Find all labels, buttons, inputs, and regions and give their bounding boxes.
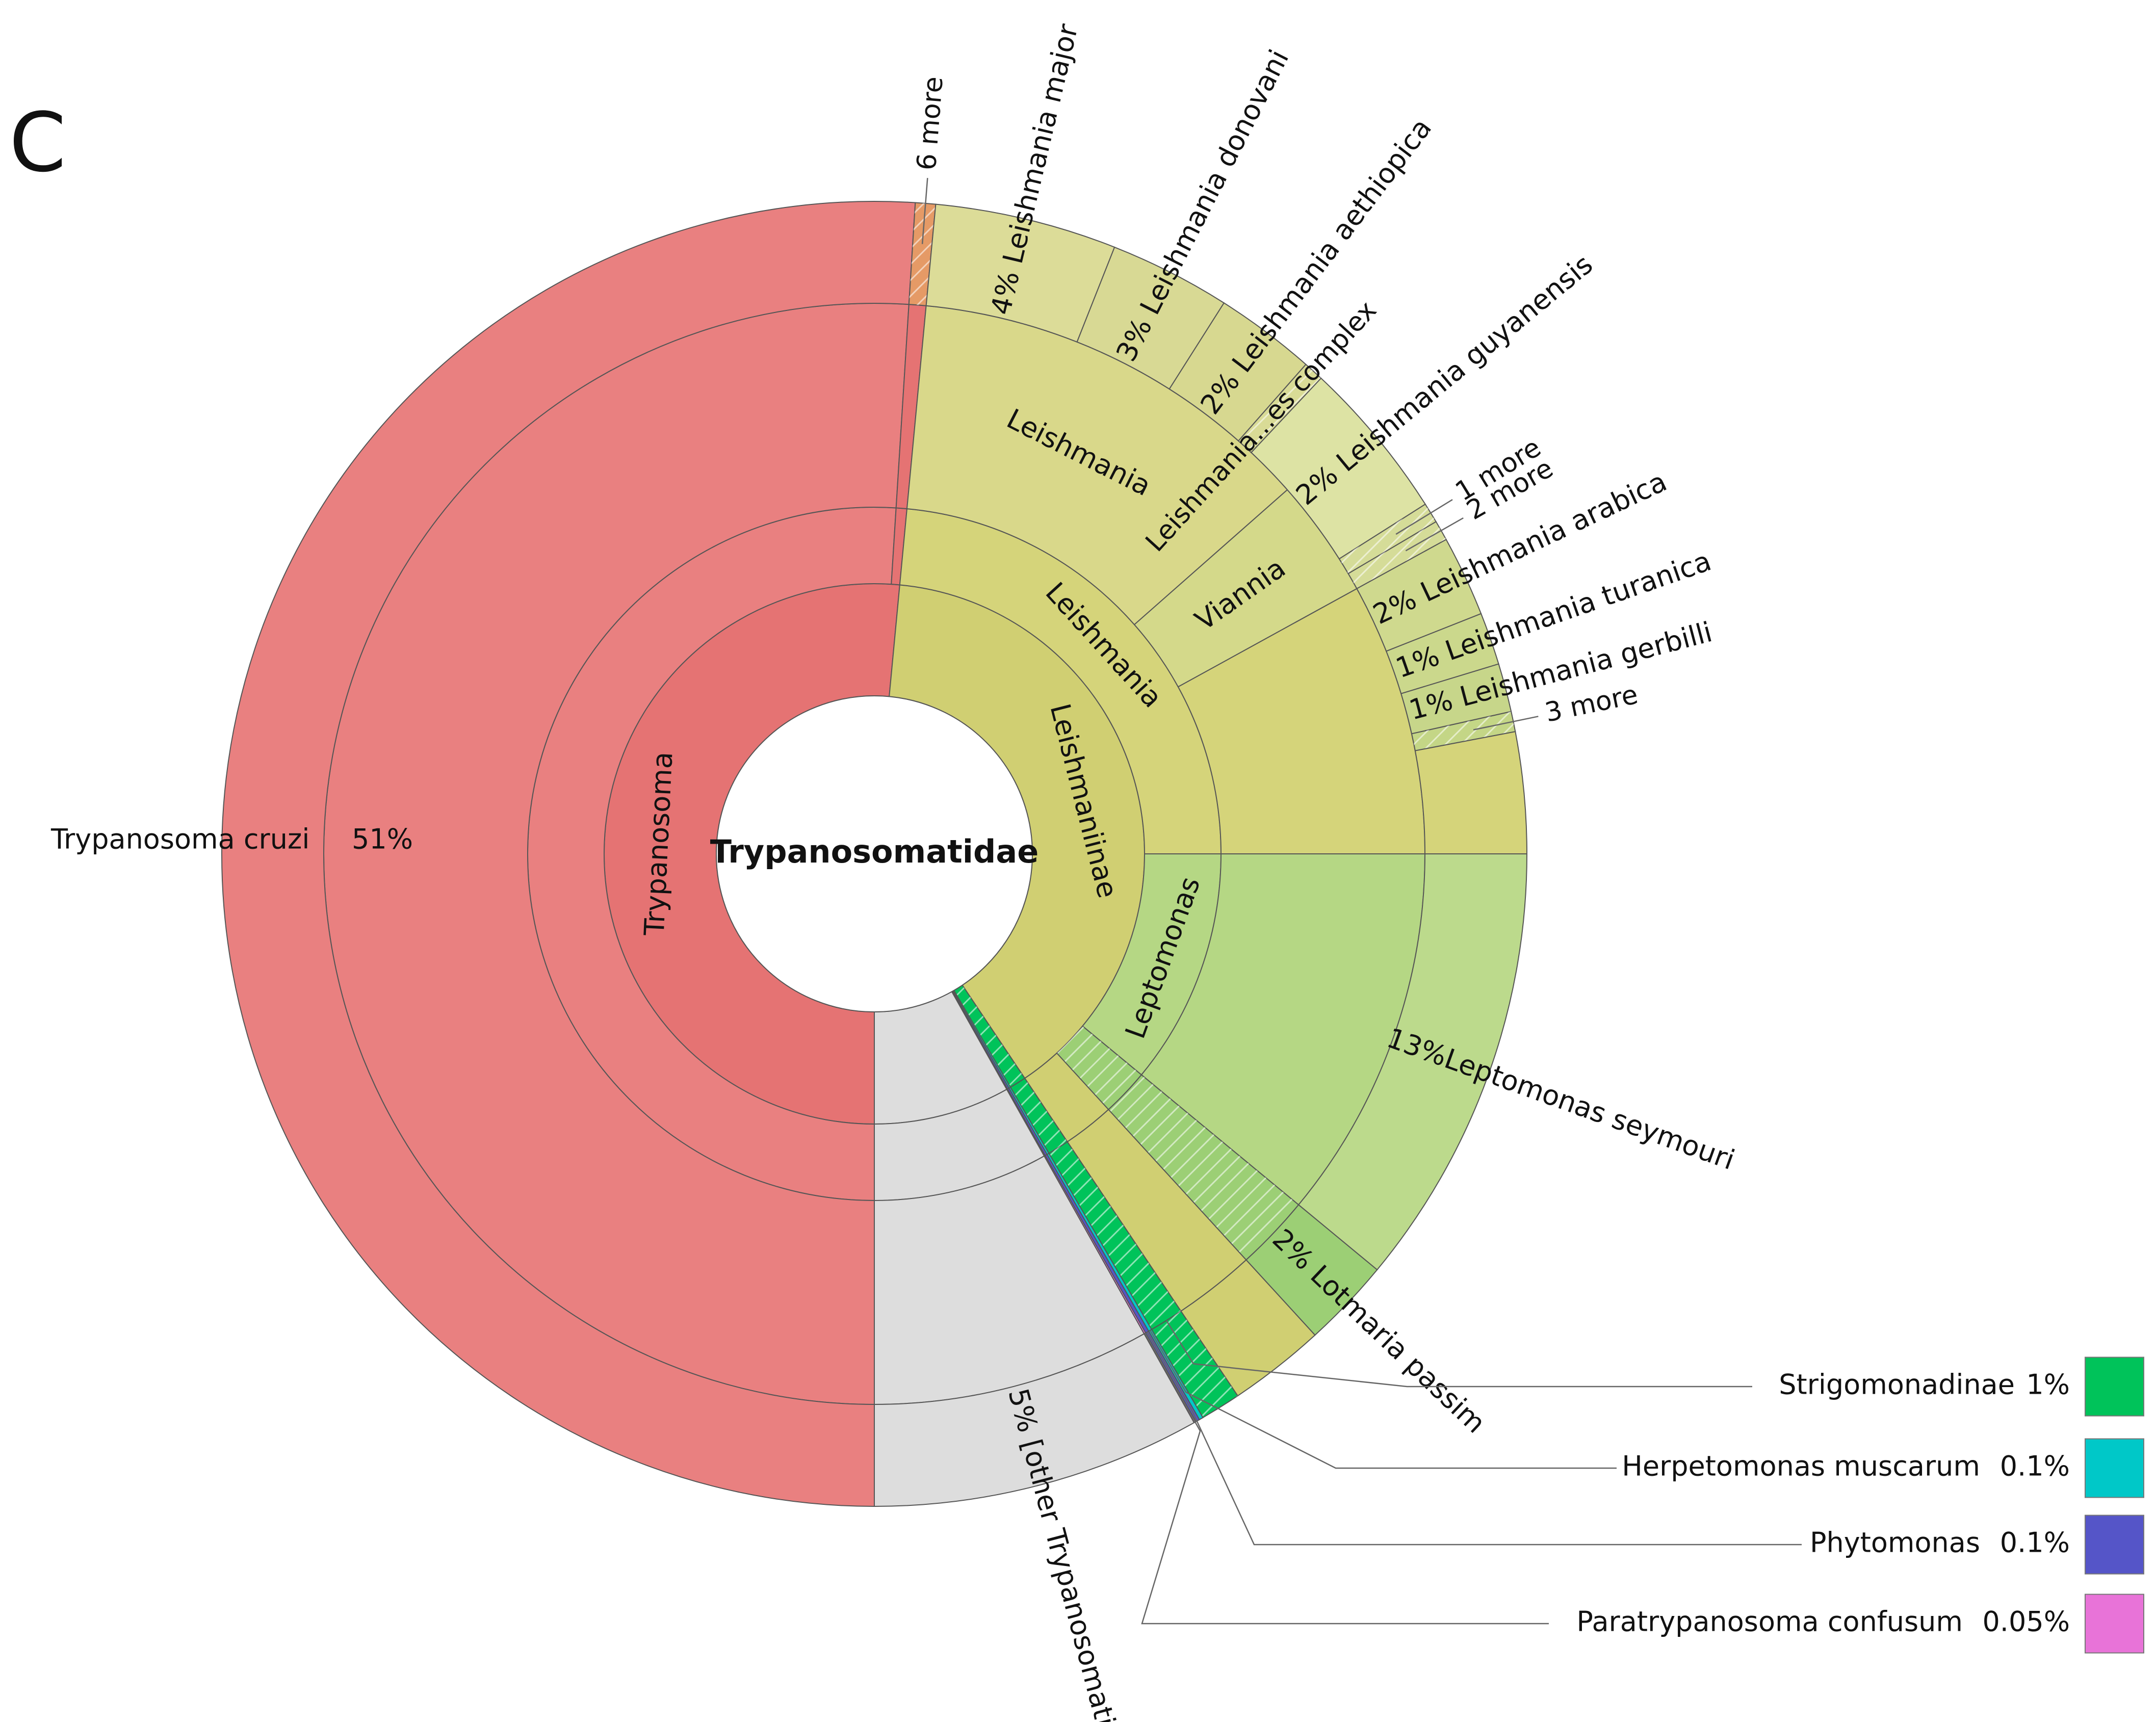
legend-name-paratrypanosoma-confusum: Paratrypanosoma confusum bbox=[1576, 1606, 1963, 1638]
more-label-6-more: 6 more bbox=[912, 75, 949, 171]
wedge-hatch-3-more bbox=[1411, 711, 1516, 751]
wedge-leishmania-remainder-level-4[interactable] bbox=[1414, 730, 1528, 854]
leader-2-more bbox=[1405, 517, 1464, 552]
wedge-hatch-strigomonadinae bbox=[954, 985, 1025, 1087]
legend-name-herpetomonas-muscarum: Herpetomonas muscarum bbox=[1622, 1450, 1980, 1482]
leader-6-more bbox=[921, 178, 928, 244]
center-hole bbox=[716, 695, 1033, 1012]
wedge-label-lotmaria-passim: Lotmaria passim bbox=[1304, 1259, 1492, 1439]
wedge-hatch-2-more bbox=[1348, 521, 1446, 589]
legend-pct-paratrypanosoma-confusum: 0.05% bbox=[1982, 1606, 2070, 1638]
wedge-trypanosoma-cruzi-level-4[interactable] bbox=[221, 201, 916, 1507]
wedge-label-trypanosoma-cruzi: Trypanosoma cruzi bbox=[50, 823, 309, 855]
wedge-label-leishmania-donovani: Leishmania donovani bbox=[1134, 44, 1295, 320]
wedge-hatch-leishmania-es-complex bbox=[1238, 364, 1321, 453]
legend-pct-phytomonas: 0.1% bbox=[2000, 1527, 2070, 1559]
leader-1-more bbox=[1395, 499, 1453, 535]
legend-swatch-paratrypanosoma-confusum[interactable] bbox=[2085, 1594, 2144, 1654]
wedge-hatch-strigomonadinae bbox=[1049, 1141, 1181, 1330]
legend-pct-strigomonadinae: 1% bbox=[2026, 1369, 2070, 1401]
wedge-other-trypanosomatidae-level-4[interactable] bbox=[874, 1333, 1195, 1507]
legend-pct-herpetomonas-muscarum: 0.1% bbox=[2000, 1450, 2070, 1482]
wedge-hatch-lotmaria bbox=[1108, 1075, 1299, 1260]
center-group: Trypanosomatidae bbox=[710, 695, 1039, 1012]
wedge-hatch-6-more bbox=[908, 202, 936, 306]
center-label: Trypanosomatidae bbox=[710, 833, 1039, 870]
wedge-label-leishmania-guyanensis: Leishmania guyanensis bbox=[1330, 248, 1599, 478]
wedge-hatch-strigomonadinae bbox=[1010, 1078, 1068, 1154]
legend-leader-paratrypanosoma-confusum bbox=[1141, 1333, 1549, 1625]
legend-name-strigomonadinae: Strigomonadinae bbox=[1779, 1369, 2015, 1401]
wedge-pct-trypanosoma-cruzi: 51% bbox=[352, 823, 413, 855]
legend-name-phytomonas: Phytomonas bbox=[1810, 1527, 1980, 1559]
panel-label: C bbox=[9, 95, 66, 190]
legend-leader-herpetomonas-muscarum bbox=[1149, 1330, 1617, 1469]
wedge-label-other-trypanosomatidae: [other Trypanosomatidae] bbox=[1015, 1436, 1137, 1722]
wedge-hatch-1-more bbox=[1339, 504, 1436, 574]
legend-swatch-herpetomonas-muscarum[interactable] bbox=[2085, 1438, 2144, 1498]
legend: 1% Strigomonadinae 0.1% Herpetomonas muscar… bbox=[1141, 1320, 2144, 1654]
leader-3-more bbox=[1473, 716, 1539, 730]
wedge-hatch-lotmaria bbox=[1056, 1026, 1141, 1110]
wedge-label-leptomonas-seymouri: Leptomonas seymouri bbox=[1440, 1042, 1738, 1176]
legend-leader-phytomonas bbox=[1147, 1332, 1802, 1546]
legend-swatch-strigomonadinae[interactable] bbox=[2085, 1356, 2144, 1417]
legend-leader-strigomonadinae bbox=[1165, 1320, 1752, 1388]
legend-swatch-phytomonas[interactable] bbox=[2085, 1515, 2144, 1575]
